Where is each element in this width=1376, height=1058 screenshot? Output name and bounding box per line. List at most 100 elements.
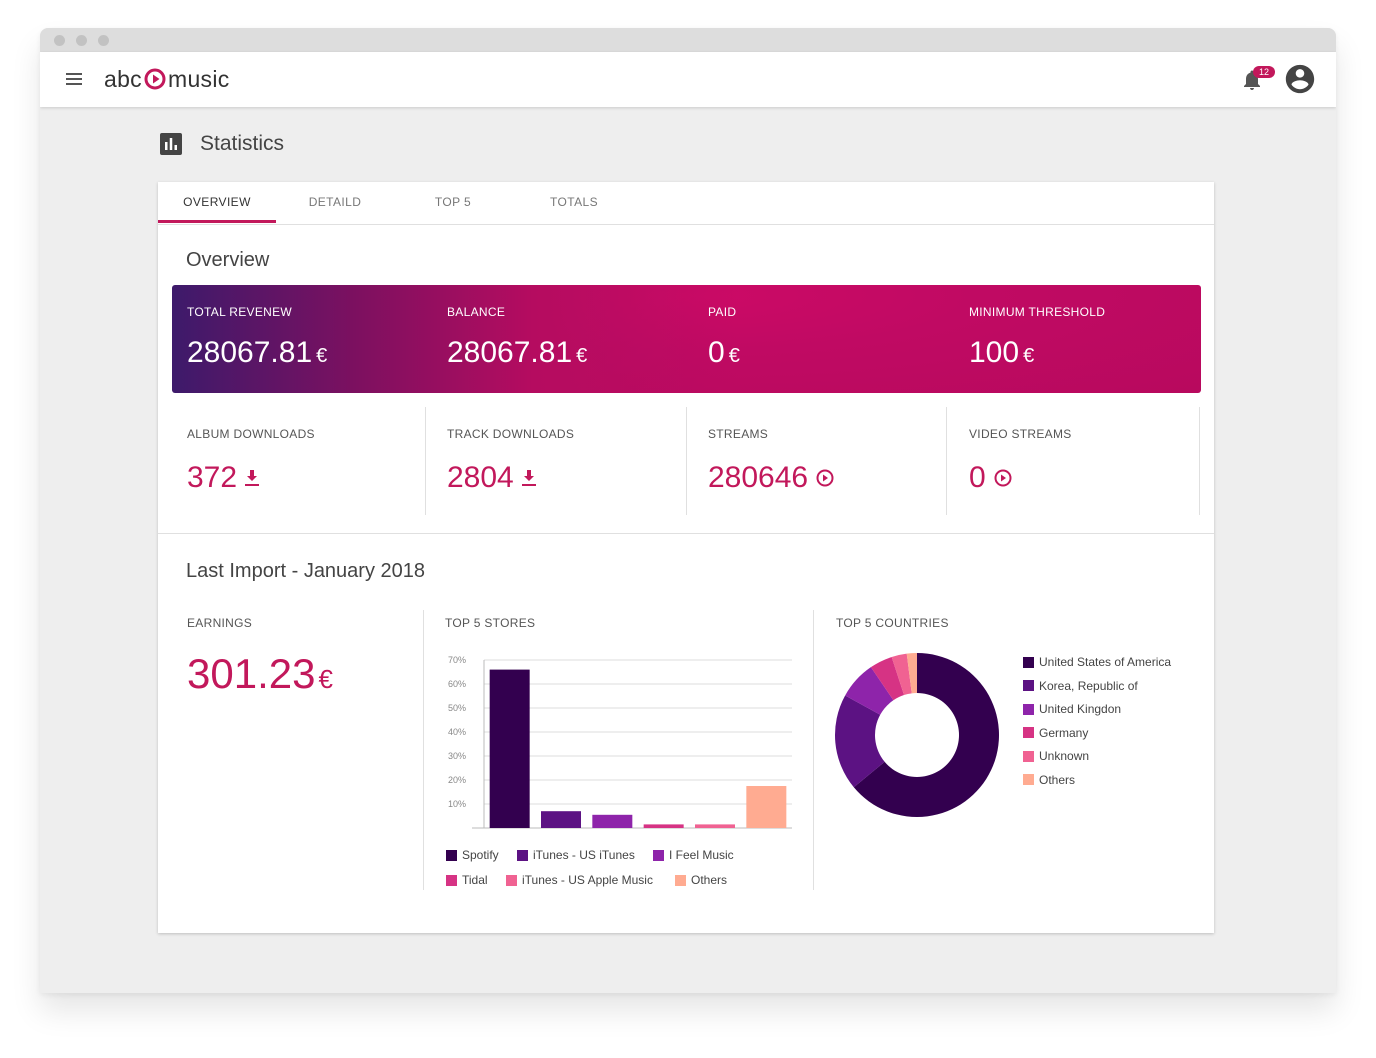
stat-label: ALBUM DOWNLOADS [187,427,315,441]
donut-slice [853,653,999,817]
legend-label: Korea, Republic of [1039,678,1138,693]
legend-swatch [1023,774,1034,785]
overview-heading: Overview [186,249,270,271]
stat-value: 372 [187,461,260,495]
stat-value: 28067.81 € [187,336,328,369]
tab-bar: OVERVIEW DETAILD TOP 5 TOTALS [158,182,1214,225]
menu-icon[interactable] [66,73,82,86]
stat-label: STREAMS [708,427,769,441]
tab-detaild[interactable]: DETAILD [308,195,362,209]
album-downloads-stat: ALBUM DOWNLOADS 372 [173,407,426,515]
bar-chart-icon [160,133,182,155]
brand-name-left: abc [104,65,142,92]
legend-label: iTunes - US iTunes [533,848,635,862]
legend-label: I Feel Music [669,848,734,862]
play-circle-icon [994,469,1012,487]
window-dot [98,35,109,46]
earnings-value: 301.23 € [187,650,333,697]
legend-swatch [653,849,664,861]
legend-label: iTunes - US Apple Music [522,873,653,887]
legend-label: Spotify [462,848,499,862]
legend-swatch [1023,656,1034,668]
bar [695,824,735,828]
stat-label: BALANCE [447,305,506,319]
bar [643,824,684,828]
legend-swatch [675,874,686,886]
download-icon [521,470,536,486]
stat-value: 2804 [447,461,536,495]
stat-value: 0 [969,461,1012,495]
bar [489,669,530,828]
page-title-text: Statistics [200,132,285,155]
stat-label: TOTAL REVENEW [187,305,293,319]
bar [746,786,787,828]
legend-swatch [1023,703,1034,715]
stat-value: 28067.81 € [447,336,588,369]
user-avatar-icon[interactable] [1283,62,1317,96]
legend-item: United States of America [1023,655,1171,669]
stat-label: TRACK DOWNLOADS [447,427,575,441]
last-import-heading: Last Import - January 2018 [186,560,426,582]
legend-item: Tidal [446,873,488,887]
stat-value: 0 € [708,336,740,369]
legend-item: iTunes - US iTunes [517,848,635,862]
legend-item: Germany [1023,726,1088,740]
donut-slice [906,653,917,694]
window-titlebar [40,28,1336,52]
legend-label: United Kingdon [1039,702,1122,716]
earnings-label: EARNINGS [187,616,253,630]
video-streams-stat: VIDEO STREAMS 0 [955,407,1200,515]
legend-item: Korea, Republic of [1023,679,1138,693]
column-divider [423,610,424,890]
stat-value: 100 € [969,336,1035,369]
legend-label: United States of America [1039,655,1172,669]
stat-value: 280646 [708,461,834,495]
download-icon [245,470,260,486]
revenue-banner: TOTAL REVENEW 28067.81 € BALANCE 28067.81… [172,285,1201,393]
legend-item: iTunes - US Apple Music [506,873,653,887]
legend-item: Others [1023,773,1075,787]
stat-label: MINIMUM THRESHOLD [969,305,1106,319]
play-circle-icon [816,469,834,487]
top-stores-bar-chart: 10% 20% 30% 40% 50% 60% 70% [448,655,792,829]
donut-slice [835,695,885,788]
notification-count-badge: 12 [1253,66,1275,78]
app-bar: abc music 12 [40,52,1336,107]
donut-slice [891,653,912,696]
y-tick-label: 60% [448,679,466,689]
brand-name-right: music [167,65,230,92]
donut-slice [845,667,894,715]
top-countries-label: TOP 5 COUNTRIES [836,616,949,630]
legend-item: Unknown [1023,749,1089,763]
bar [541,811,581,828]
tab-top-5[interactable]: TOP 5 [434,195,472,209]
legend-item: United Kingdon [1023,702,1121,716]
brand-logo[interactable]: abc music [104,64,230,94]
legend-swatch [446,849,457,861]
legend-label: Germany [1039,725,1089,740]
y-tick-label: 50% [448,703,466,713]
window-dot [54,35,65,46]
legend-swatch [446,874,457,886]
y-tick-label: 10% [448,799,466,809]
track-downloads-stat: TRACK DOWNLOADS 2804 [433,407,687,515]
legend-swatch [1023,750,1034,762]
tab-totals[interactable]: TOTALS [550,195,598,209]
legend-swatch [1023,680,1034,691]
bar [592,814,633,828]
y-tick-label: 70% [448,655,466,665]
stat-label: VIDEO STREAMS [969,427,1072,441]
legend-item: Spotify [446,848,499,862]
section-divider [158,533,1214,534]
legend-label: Unknown [1039,749,1090,763]
legend-label: Tidal [462,873,488,887]
column-divider [813,610,814,890]
tab-overview[interactable]: OVERVIEW [158,182,276,223]
legend-label: Others [691,873,728,887]
statistics-card: OVERVIEW DETAILD TOP 5 TOTALS Overview T… [158,182,1214,933]
browser-window: abc music 12 Statistics OVERVIEW DETAILD [40,28,1336,993]
y-tick-label: 30% [448,751,466,761]
top-stores-label: TOP 5 STORES [445,616,536,630]
window-dot [76,35,87,46]
legend-swatch [1023,727,1034,738]
